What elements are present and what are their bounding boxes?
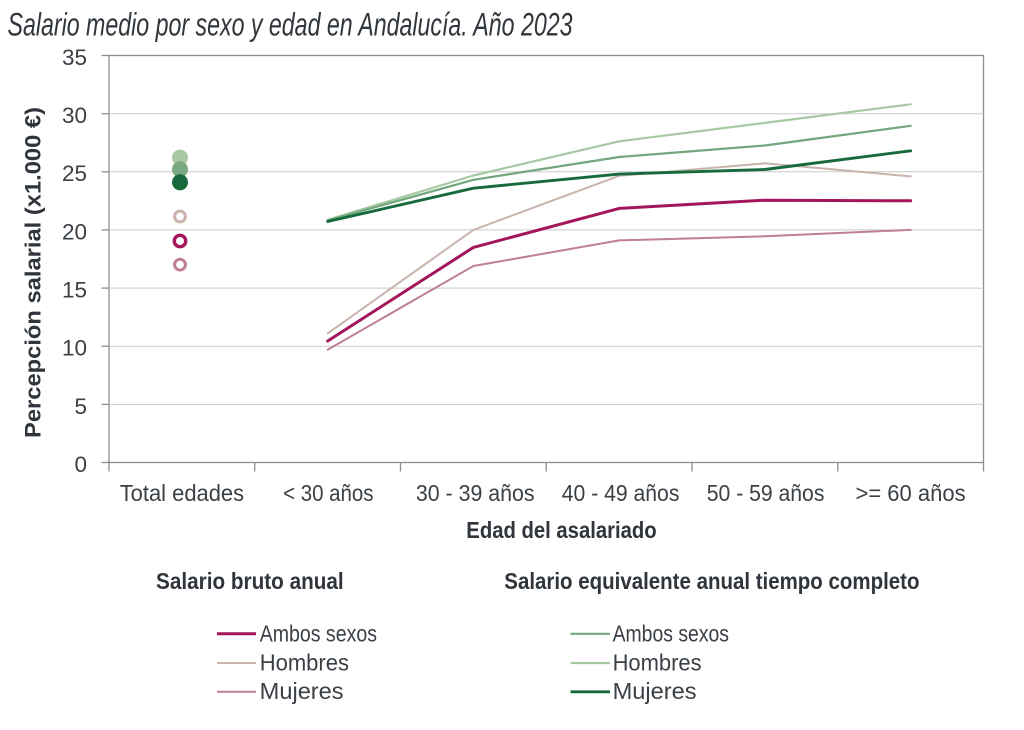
svg-text:20: 20 [62, 219, 87, 244]
svg-text:Ambos sexos: Ambos sexos [260, 621, 377, 647]
svg-text:40 - 49 años: 40 - 49 años [562, 480, 680, 506]
svg-text:35: 35 [62, 45, 87, 70]
svg-text:50 - 59 años: 50 - 59 años [707, 480, 825, 506]
svg-text:Percepción salarial (x1.000 €): Percepción salarial (x1.000 €) [21, 107, 46, 438]
svg-text:30 - 39 años: 30 - 39 años [416, 480, 535, 506]
svg-text:Salario medio por sexo y edad: Salario medio por sexo y edad en Andaluc… [8, 7, 573, 43]
svg-text:0: 0 [74, 452, 87, 477]
svg-text:Salario equivalente anual tiem: Salario equivalente anual tiempo complet… [504, 568, 919, 594]
svg-text:15: 15 [62, 278, 87, 303]
svg-text:< 30 años: < 30 años [283, 480, 373, 506]
svg-text:Hombres: Hombres [613, 650, 702, 676]
svg-text:30: 30 [62, 103, 87, 128]
svg-text:Hombres: Hombres [260, 650, 349, 676]
svg-text:Edad del asalariado: Edad del asalariado [466, 517, 656, 543]
svg-text:Salario bruto anual: Salario bruto anual [156, 568, 344, 594]
svg-text:Mujeres: Mujeres [260, 678, 344, 704]
svg-text:Ambos sexos: Ambos sexos [613, 621, 729, 647]
svg-text:25: 25 [62, 161, 87, 186]
svg-text:>= 60 años: >= 60 años [856, 480, 966, 506]
svg-text:Mujeres: Mujeres [613, 678, 697, 704]
svg-text:5: 5 [74, 394, 87, 419]
svg-text:10: 10 [62, 336, 87, 361]
svg-text:Total edades: Total edades [120, 480, 244, 506]
